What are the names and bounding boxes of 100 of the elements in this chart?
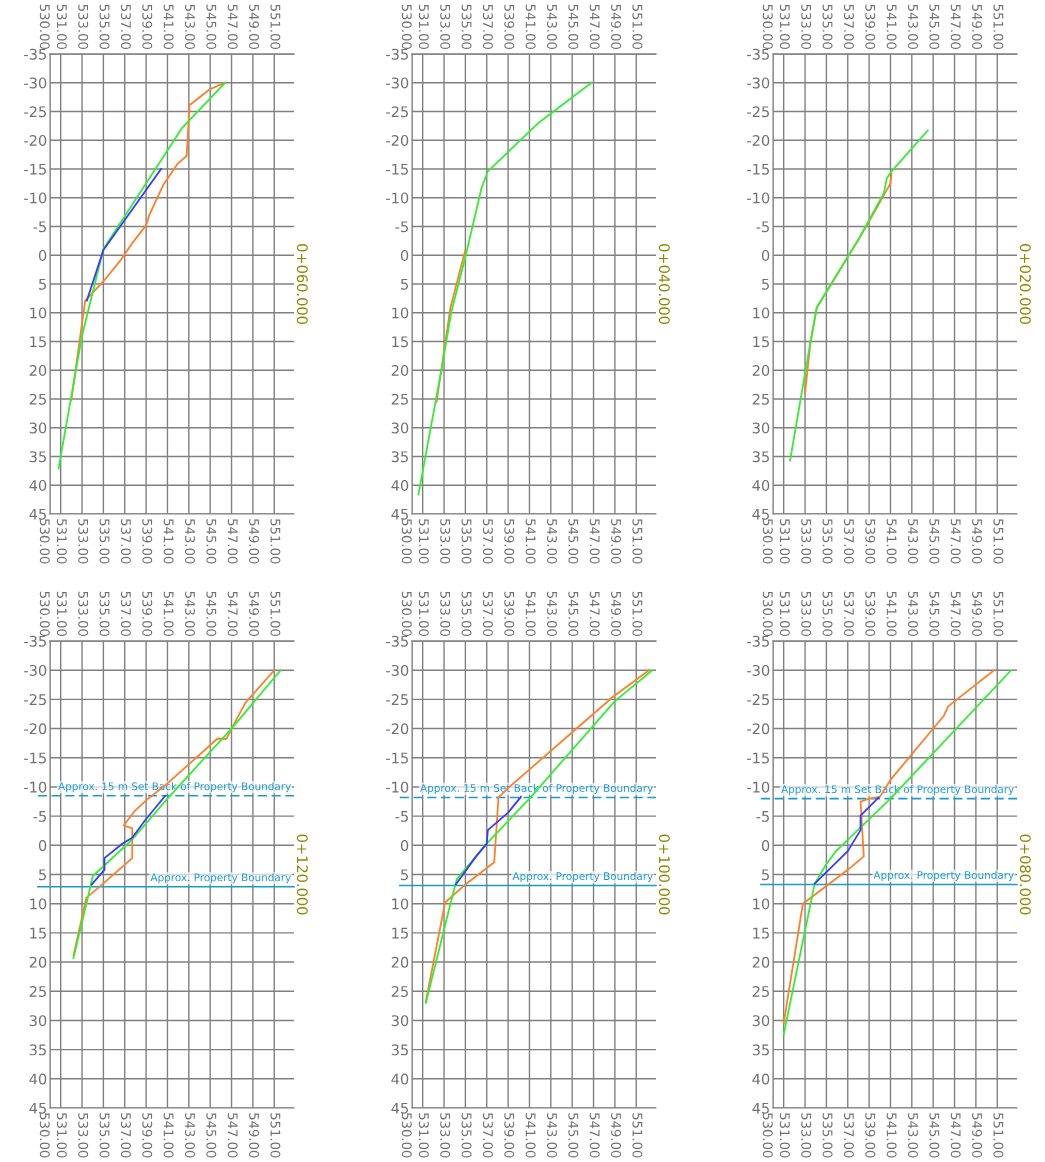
y-tick-label: -5 (33, 811, 46, 822)
y-tick-label: -35 (24, 48, 46, 60)
x-tick-label: 531.00 (418, 591, 429, 636)
x-tick-label: 551.00 (632, 4, 643, 49)
x-tick-label: 547.00 (950, 4, 961, 49)
y-tick-label: 25 (29, 393, 46, 405)
y-tick-label: 20 (752, 364, 770, 376)
x-tick-label: 537.00 (482, 591, 493, 636)
x-tick-label: 549.00 (611, 4, 622, 49)
x-tick-label: 537.00 (482, 4, 493, 49)
y-tick-label: -30 (386, 664, 409, 676)
y-tick-label: -30 (747, 664, 770, 676)
y-tick-label: 30 (29, 1015, 47, 1027)
y-tick-label: -20 (24, 723, 47, 735)
x2-tick-label: 535.00 (461, 519, 472, 564)
y-tick-label: 45 (391, 1102, 408, 1114)
x2-tick-label: 537.00 (120, 519, 131, 564)
y-tick-label: 5 (39, 278, 46, 290)
x2-tick-label: 537.00 (482, 1113, 493, 1158)
x-tick-label: 545.00 (206, 4, 217, 49)
x2-tick-label: 530.00 (401, 1113, 412, 1158)
x2-tick-label: 541.00 (886, 1113, 897, 1158)
x2-tick-label: 551.00 (270, 519, 281, 564)
x-tick-label: 547.00 (950, 591, 961, 636)
x2-tick-label: 549.00 (611, 519, 622, 564)
y-tick-label: -15 (24, 163, 46, 175)
x2-tick-label: 531.00 (56, 1113, 67, 1158)
y-tick-label: -15 (24, 752, 46, 764)
y-tick-label: 5 (401, 869, 408, 881)
x-tick-label: 547.00 (589, 4, 600, 49)
x2-tick-label: 531.00 (779, 1113, 790, 1158)
y-tick-label: 5 (39, 869, 46, 881)
y-tick-label: -5 (756, 811, 769, 822)
x-tick-label: 531.00 (56, 4, 67, 49)
y-tick-label: 40 (752, 479, 770, 491)
y-tick-label: 25 (752, 393, 769, 405)
x-tick-label: 549.00 (972, 4, 983, 49)
x2-tick-label: 533.00 (78, 519, 89, 564)
x2-tick-label: 543.00 (184, 1113, 195, 1158)
y-tick-label: -25 (747, 694, 769, 706)
x-tick-label: 530.00 (401, 4, 412, 49)
x-tick-label: 547.00 (227, 591, 238, 636)
x-tick-label: 549.00 (611, 591, 622, 636)
x2-tick-label: 545.00 (568, 1113, 579, 1158)
y-tick-label: 15 (392, 927, 408, 939)
x-tick-label: 545.00 (929, 591, 940, 636)
y-tick-label: 30 (391, 1015, 409, 1027)
x2-tick-label: 547.00 (589, 519, 600, 564)
text: 0+040.000 (658, 244, 670, 324)
x2-tick-label: 547.00 (589, 1113, 600, 1158)
x-tick-label: 545.00 (929, 4, 940, 49)
y-tick-label: 10 (753, 307, 770, 319)
y-tick-label: -15 (386, 163, 408, 175)
x2-tick-label: 541.00 (163, 1113, 174, 1158)
y-tick-label: -10 (747, 781, 770, 793)
y-tick-label: 45 (29, 508, 46, 520)
x2-tick-label: 547.00 (227, 1113, 238, 1158)
x2-tick-label: 533.00 (440, 1113, 451, 1158)
x2-tick-label: 545.00 (206, 519, 217, 564)
y-tick-label: 10 (392, 307, 409, 319)
x-tick-label: 539.00 (142, 591, 153, 636)
x-tick-label: 541.00 (525, 591, 536, 636)
y-tick-label: 10 (392, 898, 409, 910)
y-tick-label: -25 (24, 694, 46, 706)
y-tick-label: -25 (24, 106, 46, 118)
x-tick-label: 530.00 (762, 4, 773, 49)
x2-tick-label: 537.00 (843, 1113, 854, 1158)
y-tick-label: -30 (24, 664, 47, 676)
ref-line-label: Approx. Property Boundary (150, 873, 291, 884)
x-tick-label: 533.00 (440, 4, 451, 49)
x2-tick-label: 535.00 (99, 1113, 110, 1158)
x2-tick-label: 545.00 (929, 1113, 940, 1158)
y-tick-label: 10 (753, 898, 770, 910)
x2-tick-label: 545.00 (206, 1113, 217, 1158)
y-tick-label: -35 (24, 635, 46, 647)
x2-tick-label: 535.00 (99, 519, 110, 564)
x-tick-label: 539.00 (865, 4, 876, 49)
x2-tick-label: 531.00 (418, 1113, 429, 1158)
x-tick-label: 551.00 (993, 591, 1004, 636)
y-tick-label: 15 (30, 336, 46, 348)
x-tick-label: 535.00 (461, 591, 472, 636)
x2-tick-label: 545.00 (929, 519, 940, 564)
x2-tick-label: 539.00 (504, 519, 515, 564)
y-tick-label: -35 (386, 48, 408, 60)
text: 0+080.000 (1019, 834, 1031, 915)
y-tick-label: 35 (391, 1044, 408, 1056)
x-tick-label: 551.00 (632, 591, 643, 636)
x2-tick-label: 551.00 (993, 1113, 1004, 1158)
line-series (57, 81, 227, 470)
x-tick-label: 533.00 (78, 591, 89, 636)
x-tick-label: 545.00 (568, 591, 579, 636)
x-tick-label: 547.00 (589, 591, 600, 636)
x-tick-label: 533.00 (801, 4, 812, 49)
x-tick-label: 530.00 (401, 591, 412, 636)
y-tick-label: 35 (391, 451, 408, 463)
y-tick-label: -5 (395, 811, 408, 822)
y-tick-label: -30 (747, 77, 770, 89)
y-tick-label: 0 (38, 249, 47, 261)
x-tick-label: 535.00 (822, 591, 833, 636)
y-tick-label: 10 (30, 307, 47, 319)
